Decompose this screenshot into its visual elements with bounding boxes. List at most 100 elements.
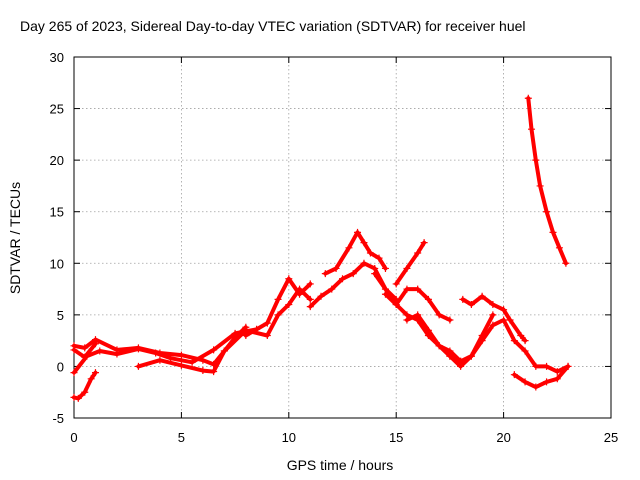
data-point — [242, 331, 250, 339]
data-point — [91, 369, 99, 377]
data-point — [306, 303, 314, 311]
data-point — [83, 352, 91, 360]
data-point — [91, 340, 99, 348]
data-series-arc8 — [321, 228, 389, 278]
series-line — [526, 96, 568, 266]
data-point — [549, 228, 557, 236]
data-series-arc16 — [524, 94, 570, 267]
data-point — [220, 347, 228, 355]
data-series-arc11 — [392, 239, 428, 288]
data-point — [506, 316, 514, 324]
data-point — [339, 275, 346, 283]
data-point — [188, 358, 196, 366]
data-point — [210, 346, 218, 354]
y-tick-label: 20 — [50, 153, 64, 168]
data-point — [543, 362, 551, 370]
data-point — [375, 254, 383, 262]
data-point — [381, 290, 389, 298]
series-line — [460, 294, 528, 343]
y-axis-label: SDTVAR / TECUs — [7, 182, 23, 294]
series-line — [243, 276, 313, 338]
data-point — [424, 326, 432, 334]
data-point — [446, 316, 454, 324]
data-point — [536, 182, 544, 190]
data-series-arc4 — [70, 325, 261, 377]
data-point — [231, 329, 239, 337]
data-point — [414, 249, 422, 257]
data-point — [392, 301, 400, 309]
data-point — [274, 295, 282, 303]
data-point — [564, 362, 572, 370]
data-point — [457, 362, 465, 370]
data-point — [510, 337, 518, 345]
data-point — [403, 264, 411, 272]
x-tick-label: 5 — [178, 430, 185, 445]
x-axis-label: GPS time / hours — [287, 457, 394, 473]
data-point — [134, 362, 142, 370]
data-point — [96, 347, 104, 355]
data-point — [87, 375, 95, 383]
data-point — [562, 259, 570, 267]
data-point — [354, 228, 362, 236]
data-point — [553, 375, 561, 383]
data-series-arc5 — [134, 285, 314, 376]
y-tick-label: 5 — [57, 308, 64, 323]
plot-frame — [73, 56, 612, 419]
x-tick-label: 15 — [389, 430, 403, 445]
data-point — [371, 270, 379, 278]
y-tick-label: 15 — [50, 205, 64, 220]
data-point — [134, 345, 142, 353]
tick-layer: 0 5 10 15 20 25 -5 0 5 10 15 20 25 30 — [50, 50, 619, 445]
data-point — [349, 270, 357, 278]
data-point — [113, 350, 121, 358]
series-line — [136, 287, 313, 374]
data-point — [510, 371, 518, 379]
data-layer — [70, 94, 572, 402]
x-tick-label: 25 — [604, 430, 618, 445]
data-point — [420, 239, 428, 247]
data-series-arc6 — [242, 275, 314, 339]
data-point — [167, 354, 175, 362]
data-point — [81, 388, 89, 396]
data-point — [70, 393, 78, 401]
data-point — [478, 292, 486, 300]
data-point — [70, 346, 78, 354]
data-point — [360, 239, 368, 247]
data-point — [306, 295, 314, 303]
data-point — [528, 125, 536, 133]
data-point — [489, 321, 497, 329]
y-tick-label: 25 — [50, 102, 64, 117]
y-tick-label: 10 — [50, 256, 64, 271]
data-point — [467, 352, 475, 360]
data-point — [328, 285, 336, 293]
x-tick-label: 10 — [282, 430, 296, 445]
data-point — [414, 311, 422, 319]
series-line — [512, 364, 570, 390]
data-point — [532, 156, 540, 164]
series-line — [323, 230, 388, 276]
data-point — [403, 316, 411, 324]
data-point — [263, 331, 271, 339]
data-point — [521, 378, 529, 386]
x-tick-label: 20 — [496, 430, 510, 445]
data-point — [177, 351, 185, 359]
data-point — [210, 368, 218, 376]
data-point — [366, 249, 374, 257]
data-point — [263, 319, 271, 327]
data-series-arc10 — [381, 285, 454, 324]
data-point — [152, 349, 160, 357]
data-point — [424, 295, 432, 303]
grid-layer — [74, 57, 611, 418]
data-point — [500, 306, 508, 314]
data-point — [274, 311, 282, 319]
data-point — [500, 316, 508, 324]
data-point — [317, 292, 325, 300]
chart-title: Day 265 of 2023, Sidereal Day-to-day VTE… — [20, 18, 526, 34]
data-point — [306, 280, 314, 288]
data-point — [81, 344, 89, 352]
data-point — [521, 347, 529, 355]
data-point — [555, 244, 563, 252]
data-point — [517, 331, 525, 339]
data-point — [489, 311, 497, 319]
